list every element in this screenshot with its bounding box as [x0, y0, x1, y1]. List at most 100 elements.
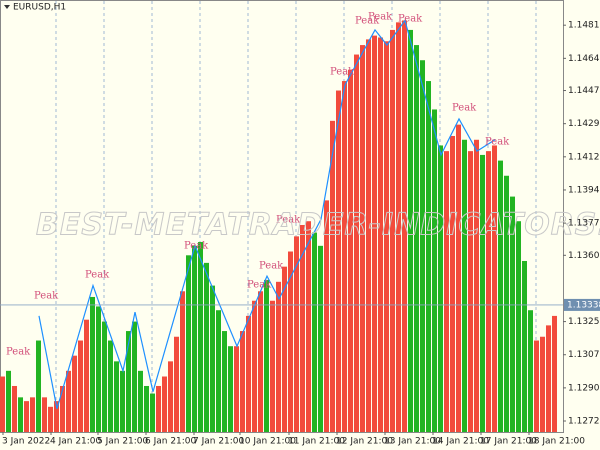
y-tick-label: 1.14640 [568, 54, 600, 64]
bar [210, 285, 215, 432]
bar [480, 154, 485, 433]
bar [384, 41, 389, 432]
bar [174, 336, 179, 432]
bar [366, 39, 371, 432]
bar [204, 262, 209, 432]
bar [120, 370, 125, 432]
x-tick-label: 14 Jan 21:00 [432, 437, 489, 447]
bar [222, 331, 227, 432]
bar [504, 175, 509, 432]
watermark: BEST-METATRADER-INDICATORS.COM [36, 208, 600, 243]
plot-frame [0, 0, 564, 433]
bar [264, 279, 269, 432]
bar [54, 401, 59, 432]
bar [312, 232, 317, 432]
bar [348, 69, 353, 433]
peak-label: Peak [184, 241, 209, 252]
peak-label: Peak [398, 14, 423, 25]
bar [90, 296, 95, 432]
bar [456, 124, 461, 433]
bar [228, 346, 233, 432]
bar [510, 196, 515, 432]
bar [276, 281, 281, 432]
x-tick-label: 3 Jan 2022 [2, 437, 50, 447]
peak-label: Peak [330, 67, 355, 78]
bar [390, 29, 395, 433]
x-tick-label: 18 Jan 21:00 [528, 437, 585, 447]
bar [132, 321, 137, 432]
bar [138, 370, 143, 432]
bar [96, 306, 101, 432]
bar [252, 300, 257, 432]
bar [240, 331, 245, 432]
x-tick-label: 6 Jan 21:00 [145, 437, 197, 447]
bar [432, 109, 437, 432]
bar [12, 385, 17, 432]
bar [288, 251, 293, 432]
y-tick-label: 1.14295 [568, 119, 600, 129]
bar [0, 376, 5, 432]
bar [498, 160, 503, 432]
bar [30, 397, 35, 432]
bar [450, 135, 455, 432]
bar [522, 260, 527, 432]
bar [402, 20, 407, 432]
y-tick-label: 1.13250 [568, 317, 600, 327]
y-tick-label: 1.14815 [568, 21, 600, 31]
bar [528, 310, 533, 432]
peak-label: Peak [368, 12, 393, 23]
bar [330, 120, 335, 433]
bar [438, 145, 443, 432]
bar [78, 340, 83, 432]
bar [102, 321, 107, 432]
bar [144, 385, 149, 432]
peak-label: Peak [452, 103, 477, 114]
bar [186, 255, 191, 432]
x-tick-label: 11 Jan 21:00 [288, 437, 345, 447]
bar [84, 319, 89, 432]
bar [462, 139, 467, 433]
bar [486, 151, 491, 432]
bar [6, 370, 11, 432]
bar [234, 346, 239, 432]
x-tick-label: 4 Jan 21:00 [50, 437, 102, 447]
x-tick-label: 12 Jan 21:00 [336, 437, 393, 447]
bar [372, 35, 377, 432]
x-tick-label: 17 Jan 21:00 [480, 437, 537, 447]
bar [72, 355, 77, 432]
peak-label: Peak [34, 291, 59, 302]
bar [324, 200, 329, 432]
bar [192, 245, 197, 432]
peak-label: Peak [6, 347, 31, 358]
bar [24, 401, 29, 432]
y-tick-label: 1.14470 [568, 86, 600, 96]
x-tick-label: 7 Jan 21:00 [193, 437, 245, 447]
zigzag-line [38, 19, 496, 409]
bar [258, 291, 263, 432]
bar [150, 393, 155, 432]
bar [66, 370, 71, 432]
bar [396, 22, 401, 433]
x-tick-label: 5 Jan 21:00 [97, 437, 149, 447]
bar [300, 224, 305, 432]
bar [126, 331, 131, 432]
bar [444, 151, 449, 432]
bar [552, 315, 557, 432]
bar [294, 236, 299, 432]
bar [336, 90, 341, 432]
bar [162, 376, 167, 432]
bar [18, 397, 23, 432]
bar [42, 397, 47, 432]
chart-title: EURUSD,H1 [13, 3, 66, 13]
bar [414, 45, 419, 433]
peak-label: Peak [485, 137, 510, 148]
peak-label: Peak [276, 215, 301, 226]
bar [156, 385, 161, 432]
bar [318, 245, 323, 432]
bar [108, 340, 113, 432]
bar [540, 336, 545, 432]
y-tick-label: 1.14120 [568, 152, 600, 162]
bar [168, 361, 173, 432]
